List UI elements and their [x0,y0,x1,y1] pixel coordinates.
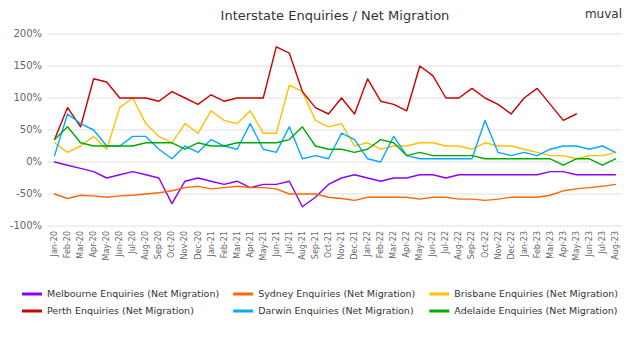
x-tick-label: Jun-20 [115,231,124,258]
x-tick-label: Jun-23 [585,231,594,258]
x-tick-label: Feb-21 [220,231,229,258]
legend-label: Brisbane Enquiries (Net Migration) [454,288,618,299]
legend-item: Darwin Enquiries (Net Migration) [233,305,413,316]
x-tick-label: Oct-21 [324,231,333,258]
line [55,47,577,140]
legend-swatch [22,293,42,296]
x-tick-label: Feb-23 [533,231,542,258]
x-tick-label: Dec-22 [507,231,516,260]
line [55,85,616,159]
series-group [55,47,616,207]
legend-label: Darwin Enquiries (Net Migration) [258,305,413,316]
x-tick-label: May-21 [259,231,268,260]
x-tick-label: Aug-20 [141,231,150,260]
x-tick-label: Apr-22 [402,231,411,257]
x-tick-label: Nov-22 [494,231,503,259]
grid-line [48,130,622,131]
x-tick-label: Mar-23 [546,231,555,259]
x-tick-label: Apr-20 [89,231,98,257]
y-tick-label: 50% [20,124,42,135]
x-axis: Jan-20 Feb-20 Mar-20 Apr-20 May-20 Jun-20 Jul-… [50,231,620,260]
x-tick-label: Jan-21 [207,231,216,257]
line [55,184,616,200]
legend-label: Sydney Enquiries (Net Migration) [258,288,415,299]
y-axis: -100% -50% 0% 50% 100% 150% 200% [10,28,622,231]
x-tick-label: May-20 [102,231,111,260]
x-tick-label: Oct-22 [481,231,490,258]
x-tick-label: Aug-21 [298,231,307,260]
annotation: muval [585,7,622,21]
legend-swatch [429,310,449,313]
x-tick-label: Jul-22 [441,231,450,255]
x-tick-label: Dec-21 [350,231,359,260]
x-tick-label: May-23 [572,231,581,260]
line [55,127,616,165]
legend-item: Sydney Enquiries (Net Migration) [233,288,415,299]
legend-label: Melbourne Enquiries (Net Migration) [47,288,219,299]
grid-line [48,34,622,35]
x-tick-label: Mar-22 [389,231,398,259]
legend-item: Melbourne Enquiries (Net Migration) [22,288,219,299]
grid-line [48,226,622,227]
y-tick-label: 200% [13,28,42,39]
x-tick-label: Jun-22 [428,231,437,258]
legend-swatch [233,293,253,296]
x-tick-label: Jan-23 [520,231,529,257]
x-tick-label: Sep-22 [467,231,476,259]
x-tick-label: Jul-21 [285,231,294,255]
x-tick-label: Mar-20 [76,231,85,259]
x-tick-label: Feb-20 [63,231,72,258]
legend-swatch [429,293,449,296]
legend: Melbourne Enquiries (Net Migration) Sydne… [22,288,618,316]
y-tick-label: -50% [16,188,42,199]
x-tick-label: Jul-23 [598,231,607,255]
legend-label: Perth Enquiries (Net Migration) [47,305,194,316]
y-tick-label: -100% [10,220,42,231]
grid-line [48,162,622,163]
x-tick-label: Apr-21 [246,231,255,257]
y-tick-label: 0% [26,156,42,167]
x-tick-label: Jan-22 [363,231,372,257]
x-tick-label: Sep-21 [311,231,320,259]
chart: Interstate Enquiries / Net Migration muva… [0,0,640,343]
legend-item: Adelaide Enquiries (Net Migration) [429,305,617,316]
x-tick-label: Apr-23 [559,231,568,257]
legend-swatch [233,310,253,313]
x-tick-label: Jun-21 [272,231,281,258]
line [55,114,616,162]
x-tick-label: Aug-23 [611,231,620,260]
x-tick-label: Aug-22 [454,231,463,260]
grid-line [48,194,622,195]
y-tick-label: 100% [13,92,42,103]
line [55,162,616,207]
x-tick-label: Nov-20 [180,231,189,259]
x-tick-label: Mar-21 [233,231,242,259]
x-tick-label: Sep-20 [154,231,163,259]
x-tick-label: Oct-20 [167,231,176,258]
legend-item: Brisbane Enquiries (Net Migration) [429,288,618,299]
legend-label: Adelaide Enquiries (Net Migration) [454,305,617,316]
x-tick-label: Feb-22 [376,231,385,258]
x-tick-label: May-22 [415,231,424,260]
y-tick-label: 150% [13,60,42,71]
legend-item: Perth Enquiries (Net Migration) [22,305,194,316]
x-tick-label: Jul-20 [128,231,137,255]
title: Interstate Enquiries / Net Migration [221,8,450,23]
x-tick-label: Dec-20 [194,231,203,260]
x-tick-label: Nov-21 [337,231,346,259]
x-tick-label: Jan-20 [50,231,59,257]
legend-swatch [22,310,42,313]
grid-line [48,66,622,67]
